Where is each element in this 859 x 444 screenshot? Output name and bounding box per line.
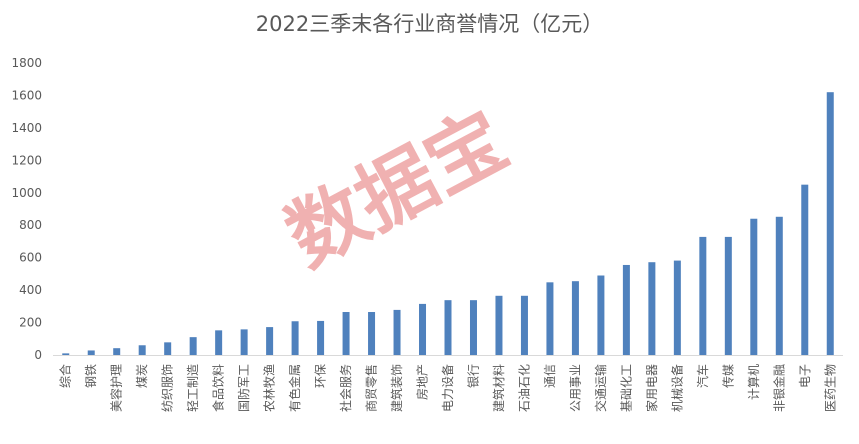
x-tick-label: 社会服务	[338, 364, 353, 412]
x-tick-label: 传媒	[720, 364, 735, 388]
x-tick-label: 轻工制造	[186, 364, 200, 412]
bar	[648, 262, 656, 355]
x-tick-label: 食品饮料	[211, 364, 226, 412]
bar	[469, 300, 477, 355]
y-tick-label: 1200	[11, 153, 42, 167]
bar	[342, 312, 350, 355]
y-tick-label: 800	[19, 218, 42, 232]
bar	[240, 329, 248, 355]
x-tick-label: 美容护理	[109, 364, 124, 412]
bar	[546, 282, 554, 355]
bar	[673, 260, 681, 355]
x-tick-label: 钢铁	[84, 364, 98, 388]
bars	[62, 92, 834, 355]
bar	[699, 236, 707, 355]
x-tick-label: 商贸零售	[364, 364, 379, 412]
x-tick-label: 国防军工	[236, 364, 251, 412]
x-tick-label: 有色金属	[287, 364, 302, 412]
x-tick-label: 非银金融	[771, 364, 786, 412]
bar	[495, 295, 503, 355]
y-tick-label: 1000	[11, 186, 42, 200]
x-tick-label: 医药生物	[823, 364, 837, 412]
y-tick-label: 1400	[11, 121, 42, 135]
bar	[444, 300, 452, 355]
x-tick-label: 建筑装饰	[389, 364, 404, 412]
bar	[215, 330, 223, 355]
x-tick-label: 煤炭	[135, 364, 149, 388]
bar	[393, 309, 401, 355]
x-tick-label: 房地产	[415, 364, 430, 400]
bar	[571, 281, 579, 355]
bar	[750, 218, 758, 355]
bar	[62, 353, 70, 355]
chart-title: 2022三季末各行业商誉情况（亿元）	[255, 12, 604, 36]
x-tick-label: 综合	[58, 364, 73, 388]
x-tick-label: 基础化工	[619, 364, 633, 412]
bar	[291, 321, 299, 355]
bar	[317, 320, 325, 355]
bar	[622, 264, 630, 355]
x-tick-label: 电子	[798, 364, 812, 388]
x-tick-label: 银行	[466, 364, 480, 388]
bar	[138, 345, 146, 355]
bar	[189, 337, 197, 355]
y-axis: 0 200 400 600 800 1000 1200 1400 1600 1800	[11, 56, 843, 362]
bar	[266, 327, 274, 355]
y-tick-label: 1800	[11, 56, 42, 70]
y-tick-label: 0	[34, 348, 42, 362]
x-tick-label: 机械设备	[669, 364, 684, 412]
x-tick-label: 电力设备	[441, 364, 455, 412]
x-tick-label: 家用电器	[644, 364, 659, 412]
x-tick-label: 公用事业	[568, 364, 582, 412]
bar	[724, 236, 732, 355]
x-tick-label: 建筑材料	[491, 364, 506, 412]
x-tick-label: 石油石化	[517, 364, 531, 412]
bar	[520, 295, 528, 355]
bar	[419, 303, 427, 355]
y-tick-label: 600	[19, 251, 42, 265]
x-tick-label: 通信	[543, 364, 557, 388]
bar	[113, 348, 121, 355]
x-tick-label: 交通运输	[593, 364, 608, 412]
bar	[87, 350, 95, 355]
bar	[801, 184, 809, 355]
x-axis: 综合 钢铁 美容护理 煤炭 纺织服饰 轻工制造 食品饮料 国防军工 农林牧渔 有色金属 环保 社会服务…	[58, 364, 838, 412]
x-tick-label: 纺织服饰	[161, 364, 175, 412]
bar	[368, 312, 376, 355]
y-tick-label: 400	[19, 283, 42, 297]
bar	[164, 342, 172, 355]
bar	[826, 92, 834, 355]
x-tick-label: 环保	[314, 364, 328, 388]
bar	[775, 216, 783, 355]
x-tick-label: 农林牧渔	[263, 364, 277, 412]
x-tick-label: 计算机	[746, 364, 761, 400]
y-tick-label: 1600	[11, 88, 42, 102]
y-tick-label: 200	[19, 316, 42, 330]
x-tick-label: 汽车	[695, 364, 710, 388]
bar	[597, 275, 605, 355]
